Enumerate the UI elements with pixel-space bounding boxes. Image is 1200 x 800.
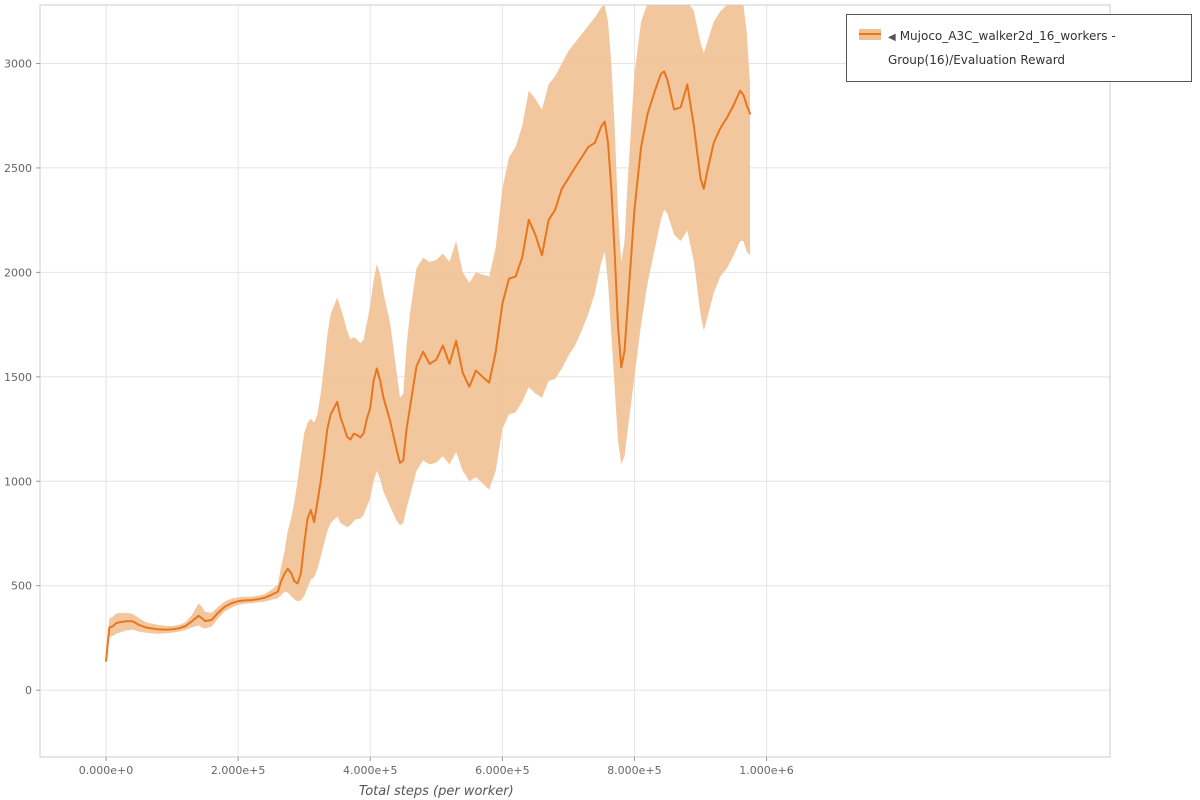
legend-swatch-line-icon [859,33,881,35]
y-tick-label: 500 [11,580,32,593]
mean-reward-line [105,70,752,662]
legend-toggle-icon[interactable]: ◀ [888,32,896,43]
plot-frame [39,4,1111,758]
y-tick-label: 1000 [4,475,32,488]
y-tick-label: 2500 [4,162,32,175]
legend-swatch [859,29,881,40]
legend-label: ◀ Mujoco_A3C_walker2d_16_workers - Group(… [888,24,1179,72]
y-tick-label: 0 [25,684,32,697]
y-tick-label: 1500 [4,371,32,384]
x-axis-title: Total steps (per worker) [359,784,514,799]
legend-label-text: Mujoco_A3C_walker2d_16_workers - Group(1… [888,29,1116,67]
confidence-band [106,5,751,663]
x-tick-label: 0.000e+0 [79,764,133,777]
legend: ◀ Mujoco_A3C_walker2d_16_workers - Group(… [846,14,1192,82]
x-tick-label: 6.000e+5 [475,764,529,777]
legend-item[interactable]: ◀ Mujoco_A3C_walker2d_16_workers - Group(… [859,24,1179,72]
x-tick-label: 1.000e+6 [739,764,793,777]
x-tick-label: 2.000e+5 [211,764,265,777]
x-tick-label: 8.000e+5 [607,764,661,777]
x-tick-label: 4.000e+5 [343,764,397,777]
y-tick-label: 3000 [4,57,32,70]
y-tick-label: 2000 [4,266,32,279]
